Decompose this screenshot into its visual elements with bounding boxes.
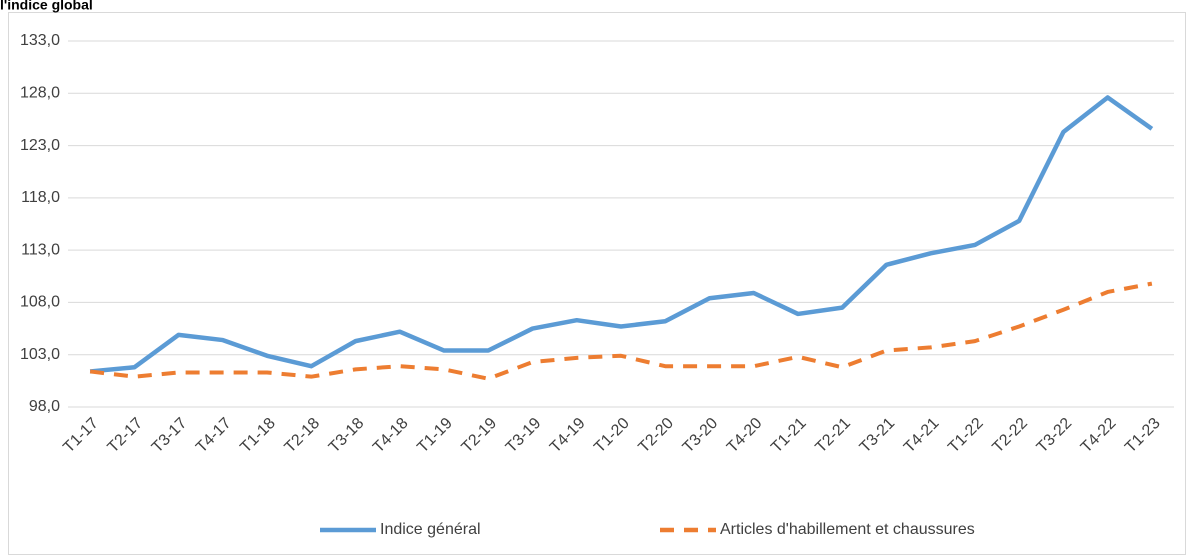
legend-label: Articles d'habillement et chaussures [720,521,975,538]
y-tick-label: 108,0 [20,294,60,311]
y-tick-label: 103,0 [20,346,60,363]
series-line [89,281,1153,381]
y-tick-label: 133,0 [20,32,60,49]
series-line [89,95,1154,374]
y-tick-label: 128,0 [20,85,60,102]
y-tick-label: 118,0 [21,189,60,206]
y-tick-label: 123,0 [20,137,60,154]
y-tick-label: 113,0 [21,241,60,258]
chart-title: l'indice global [0,0,93,13]
chart-border [8,12,1186,555]
y-tick-label: 98,0 [29,398,60,415]
legend-label: Indice général [380,521,481,538]
